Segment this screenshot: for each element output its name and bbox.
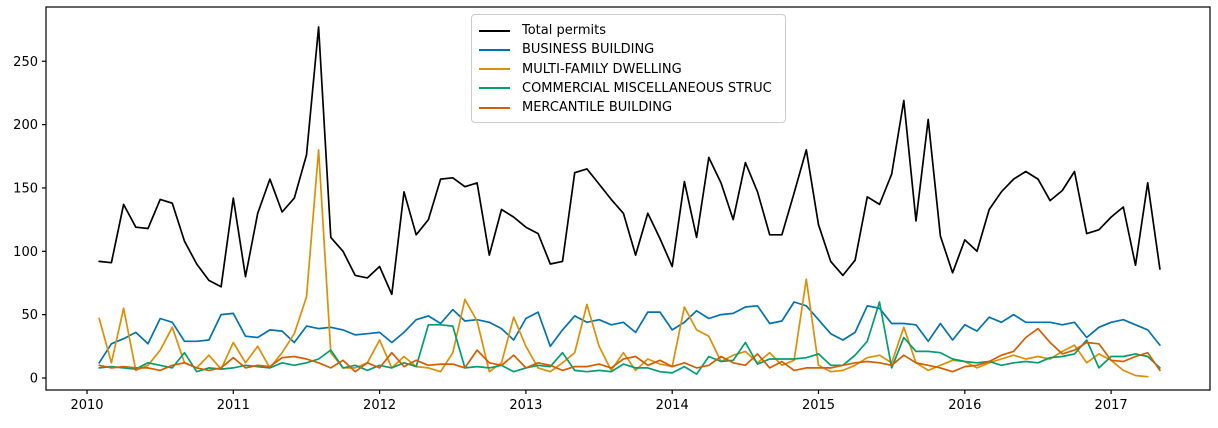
legend-label: MERCANTILE BUILDING: [522, 100, 673, 115]
y-tick-label: 200: [13, 118, 38, 133]
series-line-total-permits: [98, 26, 1161, 296]
x-tick-label: 2013: [509, 398, 542, 413]
x-tick-label: 2011: [217, 398, 250, 413]
x-tick-label: 2012: [363, 398, 396, 413]
legend-line-swatch: [479, 87, 510, 90]
legend-label: COMMERCIAL MISCELLANEOUS STRUC: [522, 80, 772, 96]
y-tick-label: 150: [13, 181, 38, 196]
legend-item-business-building: BUSINESS BUILDING: [478, 40, 777, 59]
y-tick-label: 250: [13, 55, 38, 70]
legend-item-multi-family-dwelling: MULTI-FAMILY DWELLING: [478, 60, 777, 79]
x-tick-label: 2017: [1095, 398, 1128, 413]
legend-item-total-permits: Total permits: [478, 21, 777, 40]
plot-frame: [45, 6, 1211, 391]
series-line-mercantile-building: [98, 327, 1161, 373]
legend-label: Total permits: [522, 23, 607, 38]
legend-line-swatch: [479, 106, 510, 109]
legend-label: MULTI-FAMILY DWELLING: [522, 61, 682, 77]
legend-line-swatch: [479, 29, 510, 32]
chart-legend: Total permits BUSINESS BUILDING MULTI-FAMI…: [471, 14, 786, 123]
x-tick-label: 2015: [802, 398, 835, 413]
legend-line-swatch: [479, 68, 510, 70]
legend-item-commercial-miscellaneous-struc: COMMERCIAL MISCELLANEOUS STRUC: [478, 79, 777, 98]
series-line-commercial-miscellaneous-struc: [98, 301, 1161, 376]
legend-label: BUSINESS BUILDING: [522, 42, 655, 58]
y-tick-label: 0: [30, 372, 38, 387]
x-tick-label: 2014: [656, 398, 689, 413]
y-tick-label: 50: [21, 308, 38, 323]
x-tick-label: 2010: [70, 398, 103, 413]
series-line-business-building: [98, 301, 1161, 364]
y-tick-label: 100: [13, 245, 38, 260]
series-line-multi-family-dwelling: [98, 149, 1149, 378]
x-tick-label: 2016: [948, 398, 981, 413]
legend-item-mercantile-building: MERCANTILE BUILDING: [478, 98, 777, 117]
legend-line-swatch: [479, 48, 510, 51]
